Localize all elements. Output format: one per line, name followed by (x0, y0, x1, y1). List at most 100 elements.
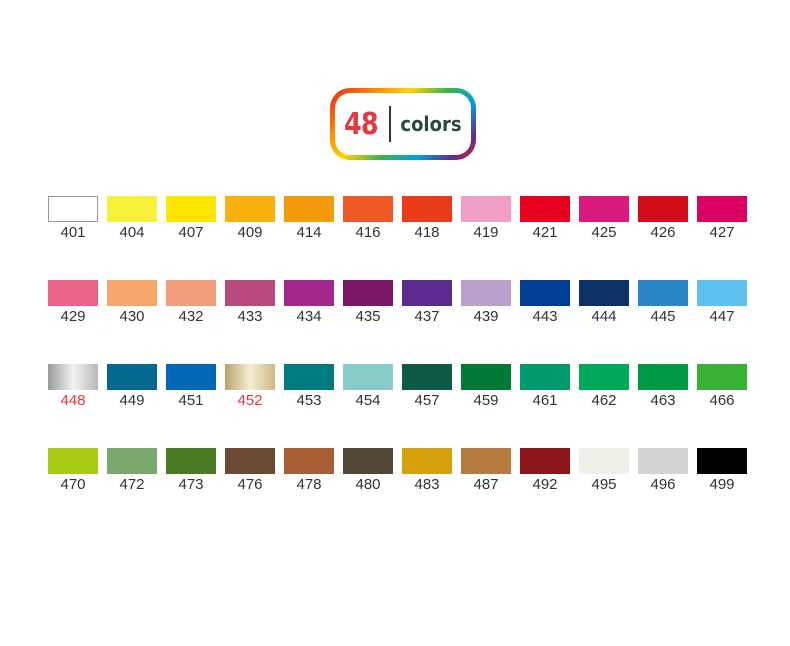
color-code: 447 (709, 308, 735, 325)
color-swatch (402, 196, 452, 222)
color-swatch (402, 364, 452, 390)
color-code: 409 (237, 224, 263, 241)
colors-label: colors (400, 112, 462, 136)
color-swatch (461, 364, 511, 390)
color-swatch (107, 448, 157, 474)
color-code: 426 (650, 224, 676, 241)
color-code: 483 (414, 476, 440, 493)
color-code: 470 (60, 476, 86, 493)
color-swatch (48, 280, 98, 306)
color-swatch-item: 425 (579, 196, 629, 242)
color-swatch-item: 478 (284, 448, 334, 494)
color-swatch (638, 448, 688, 474)
color-swatch (697, 196, 747, 222)
color-swatch-item: 483 (402, 448, 452, 494)
color-code: 449 (119, 392, 145, 409)
color-swatch (48, 196, 98, 222)
color-swatch (579, 364, 629, 390)
color-swatch-item: 414 (284, 196, 334, 242)
color-swatch (343, 448, 393, 474)
swatch-row: 401 404 407 409 414 416 418 419 421 425 426 427 (48, 196, 756, 242)
color-code: 448 (60, 392, 86, 409)
color-swatch-item: 461 (520, 364, 570, 410)
color-code: 457 (414, 392, 440, 409)
color-swatch-item: 433 (225, 280, 275, 326)
color-swatch (579, 280, 629, 306)
color-swatch-item: 463 (638, 364, 688, 410)
color-swatch-item: 470 (48, 448, 98, 494)
color-swatch-item: 462 (579, 364, 629, 410)
color-swatch (461, 448, 511, 474)
color-swatch-item: 435 (343, 280, 393, 326)
color-swatch (225, 196, 275, 222)
color-swatch-item: 445 (638, 280, 688, 326)
color-swatch (402, 448, 452, 474)
color-swatch (520, 196, 570, 222)
color-swatch-item: 499 (697, 448, 747, 494)
swatch-row: 470 472 473 476 478 480 483 487 492 495 496 499 (48, 448, 756, 494)
color-swatch (520, 448, 570, 474)
color-code: 444 (591, 308, 617, 325)
color-swatch-item: 429 (48, 280, 98, 326)
color-swatch-item: 427 (697, 196, 747, 242)
color-swatch-item: 448 (48, 364, 98, 410)
color-swatch (166, 448, 216, 474)
color-swatch-item: 449 (107, 364, 157, 410)
color-code: 445 (650, 308, 676, 325)
color-code: 418 (414, 224, 440, 241)
color-swatch (166, 196, 216, 222)
color-code: 480 (355, 476, 381, 493)
color-swatch-item: 487 (461, 448, 511, 494)
color-swatch (697, 280, 747, 306)
color-swatch-item: 454 (343, 364, 393, 410)
color-code: 499 (709, 476, 735, 493)
color-swatch (166, 364, 216, 390)
color-code: 496 (650, 476, 676, 493)
color-swatch-grid: 401 404 407 409 414 416 418 419 421 425 426 427 429 4… (48, 196, 756, 532)
color-code: 432 (178, 308, 204, 325)
colors-badge-inner: 48 colors (335, 93, 471, 155)
color-swatch-item: 453 (284, 364, 334, 410)
color-swatch-item: 495 (579, 448, 629, 494)
color-swatch (638, 364, 688, 390)
color-swatch (107, 196, 157, 222)
color-swatch-item: 472 (107, 448, 157, 494)
color-code: 463 (650, 392, 676, 409)
color-code: 425 (591, 224, 617, 241)
color-swatch-item: 401 (48, 196, 98, 242)
color-code: 434 (296, 308, 322, 325)
color-swatch (461, 196, 511, 222)
color-swatch-item: 416 (343, 196, 393, 242)
color-code: 476 (237, 476, 263, 493)
color-swatch (697, 364, 747, 390)
color-code: 437 (414, 308, 440, 325)
color-code: 473 (178, 476, 204, 493)
color-swatch (48, 364, 98, 390)
color-code: 407 (178, 224, 204, 241)
color-code: 478 (296, 476, 322, 493)
color-swatch-item: 404 (107, 196, 157, 242)
color-code: 439 (473, 308, 499, 325)
color-swatch-item: 473 (166, 448, 216, 494)
color-code: 487 (473, 476, 499, 493)
color-swatch (343, 196, 393, 222)
color-swatch-item: 437 (402, 280, 452, 326)
color-code: 492 (532, 476, 558, 493)
color-swatch-item: 421 (520, 196, 570, 242)
color-swatch-item: 492 (520, 448, 570, 494)
color-swatch-item: 466 (697, 364, 747, 410)
color-code: 459 (473, 392, 499, 409)
color-count: 48 (344, 106, 379, 142)
color-code: 421 (532, 224, 558, 241)
color-swatch (638, 280, 688, 306)
color-swatch (107, 364, 157, 390)
color-code: 461 (532, 392, 558, 409)
color-swatch (284, 280, 334, 306)
color-code: 414 (296, 224, 322, 241)
color-swatch (284, 364, 334, 390)
color-code: 462 (591, 392, 617, 409)
color-swatch-item: 451 (166, 364, 216, 410)
color-swatch (520, 280, 570, 306)
color-swatch (284, 196, 334, 222)
color-swatch-item: 432 (166, 280, 216, 326)
